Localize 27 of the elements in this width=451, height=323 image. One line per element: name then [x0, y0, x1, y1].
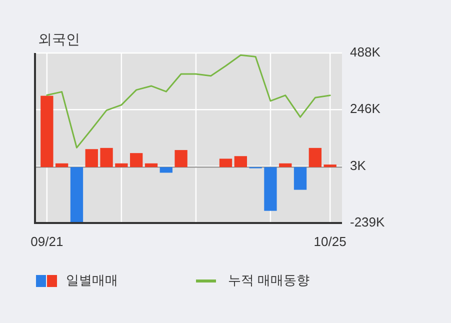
legend-label: 누적 매매동향 [228, 272, 310, 288]
bar [85, 149, 98, 168]
bar [234, 156, 247, 168]
y-tick-label: -239K [350, 214, 386, 230]
bar [55, 163, 68, 168]
y-tick-label: 488K [350, 44, 381, 60]
x-tick-label: 09/21 [30, 234, 64, 249]
line-series [46, 54, 331, 148]
x-tick-label: 10/25 [314, 234, 346, 249]
bar [174, 150, 188, 168]
y-tick-label: 3K [350, 158, 366, 173]
bar [294, 167, 307, 190]
bar [115, 163, 128, 168]
bar [264, 167, 277, 211]
bar [160, 167, 172, 173]
bar [219, 158, 232, 168]
bar [308, 148, 322, 168]
bar [70, 167, 84, 223]
chart-title: 외국인 [38, 31, 80, 47]
legend-label: 일별매매 [66, 272, 118, 288]
bar [324, 164, 336, 168]
bar [279, 163, 292, 168]
bar [100, 148, 113, 168]
bar [130, 153, 143, 168]
y-tick-label: 246K [350, 101, 381, 116]
bar [40, 96, 54, 168]
bar [144, 163, 158, 168]
